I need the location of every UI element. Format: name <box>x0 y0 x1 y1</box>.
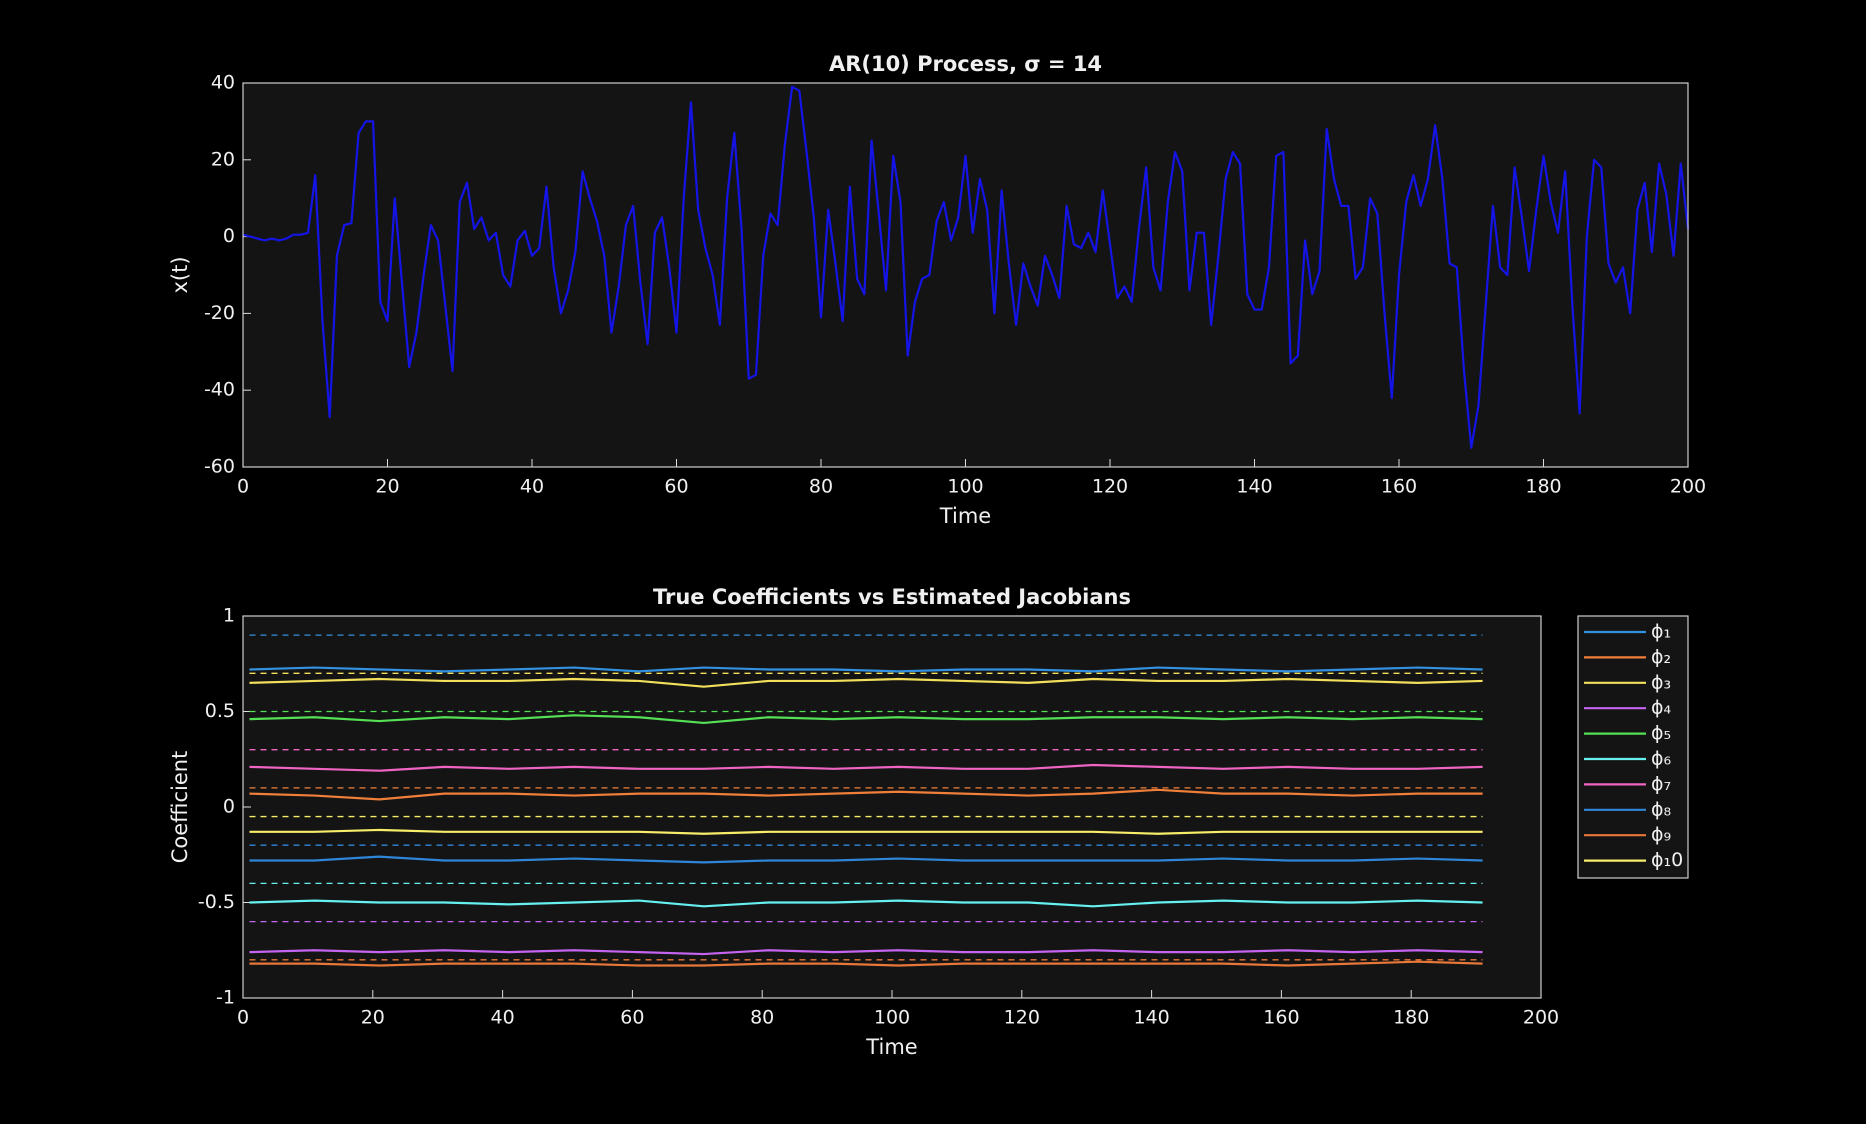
y-axis-label: Coefficient <box>168 751 192 864</box>
legend-label: ϕ₃ <box>1651 671 1671 693</box>
legend-label: ϕ₈ <box>1651 798 1671 820</box>
series-line <box>249 714 1483 725</box>
plot-area <box>243 83 1688 467</box>
chart-title: AR(10) Process, σ = 14 <box>829 52 1102 76</box>
x-axis-label: Time <box>939 504 991 528</box>
series-line <box>249 763 1483 772</box>
chart-title: True Coefficients vs Estimated Jacobians <box>653 585 1131 609</box>
y-tick-label: 0 <box>223 796 235 818</box>
x-tick-label: 40 <box>520 476 544 498</box>
x-tick-label: 140 <box>1236 476 1272 498</box>
series-line <box>249 666 1483 673</box>
x-tick-label: 60 <box>620 1007 644 1029</box>
x-tick-label: 80 <box>750 1007 774 1029</box>
y-tick-label: -20 <box>204 302 235 324</box>
y-tick-label: 0 <box>223 225 235 247</box>
x-tick-label: 140 <box>1133 1007 1169 1029</box>
x-tick-label: 180 <box>1525 476 1561 498</box>
x-tick-label: 40 <box>491 1007 515 1029</box>
series-line <box>242 85 1690 449</box>
legend-label: ϕ₅ <box>1651 722 1671 744</box>
legend-label: ϕ₁ <box>1651 621 1671 643</box>
series-line <box>249 677 1483 688</box>
legend-box <box>1577 615 1689 879</box>
y-tick-label: 40 <box>211 72 235 94</box>
axes-box <box>242 82 1689 468</box>
x-tick-label: 80 <box>809 476 833 498</box>
legend-label: ϕ₁0 <box>1651 849 1683 871</box>
y-tick-label: -1 <box>216 987 235 1009</box>
series-line <box>249 899 1483 908</box>
series-line <box>249 949 1483 956</box>
legend-label: ϕ₆ <box>1651 748 1671 770</box>
series-line <box>249 788 1483 801</box>
y-tick-label: 0.5 <box>205 700 235 722</box>
x-tick-label: 100 <box>947 476 983 498</box>
y-tick-label: -40 <box>204 379 235 401</box>
legend-label: ϕ₉ <box>1651 824 1671 846</box>
x-tick-label: 120 <box>1092 476 1128 498</box>
axes-box <box>242 615 1542 999</box>
x-tick-label: 0 <box>237 1007 249 1029</box>
legend-label: ϕ₂ <box>1651 646 1671 668</box>
x-tick-label: 180 <box>1393 1007 1429 1029</box>
legend-label: ϕ₄ <box>1651 697 1672 719</box>
series-line <box>249 828 1483 835</box>
y-tick-label: -0.5 <box>198 891 235 913</box>
y-axis-label: x(t) <box>168 256 192 293</box>
x-tick-label: 160 <box>1381 476 1417 498</box>
y-tick-label: 1 <box>223 605 235 627</box>
x-tick-label: 200 <box>1670 476 1706 498</box>
series-line <box>249 960 1483 967</box>
x-tick-label: 20 <box>361 1007 385 1029</box>
x-tick-label: 0 <box>237 476 249 498</box>
x-tick-label: 100 <box>874 1007 910 1029</box>
x-tick-label: 60 <box>664 476 688 498</box>
y-tick-label: 20 <box>211 148 235 170</box>
series-line <box>249 855 1483 864</box>
y-tick-label: -60 <box>204 456 235 478</box>
x-tick-label: 200 <box>1523 1007 1559 1029</box>
legend-label: ϕ₇ <box>1651 773 1671 795</box>
x-tick-label: 160 <box>1263 1007 1299 1029</box>
x-tick-label: 20 <box>375 476 399 498</box>
x-tick-label: 120 <box>1004 1007 1040 1029</box>
x-axis-label: Time <box>865 1035 917 1059</box>
